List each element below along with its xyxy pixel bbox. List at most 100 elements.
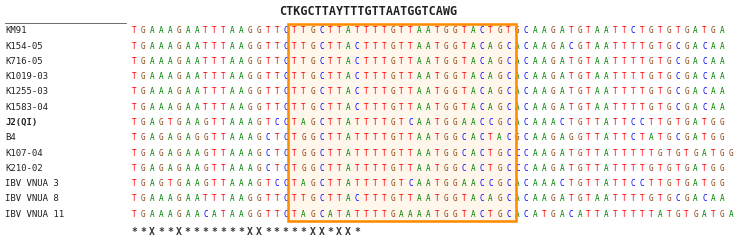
Text: A: A bbox=[239, 118, 243, 127]
Text: T: T bbox=[301, 26, 306, 35]
Text: C: C bbox=[354, 42, 360, 51]
Text: T: T bbox=[587, 133, 591, 142]
Text: T: T bbox=[328, 118, 332, 127]
Text: T: T bbox=[337, 87, 341, 97]
Text: T: T bbox=[328, 103, 332, 112]
Text: C: C bbox=[515, 164, 520, 173]
Text: A: A bbox=[186, 210, 190, 219]
Text: T: T bbox=[328, 179, 332, 188]
Text: T: T bbox=[613, 103, 618, 112]
Text: A: A bbox=[230, 164, 234, 173]
Text: T: T bbox=[649, 118, 653, 127]
Text: K210-02: K210-02 bbox=[5, 164, 43, 173]
Text: T: T bbox=[666, 149, 671, 158]
Text: A: A bbox=[230, 87, 234, 97]
Text: T: T bbox=[613, 42, 618, 51]
Text: G: G bbox=[391, 103, 395, 112]
Text: *: * bbox=[185, 227, 191, 237]
Text: C: C bbox=[319, 118, 324, 127]
Text: T: T bbox=[649, 149, 653, 158]
Text: C: C bbox=[524, 42, 528, 51]
Text: A: A bbox=[533, 179, 537, 188]
Text: A: A bbox=[195, 210, 199, 219]
Text: T: T bbox=[275, 210, 279, 219]
Text: A: A bbox=[720, 87, 724, 97]
Text: A: A bbox=[542, 149, 546, 158]
Text: A: A bbox=[720, 72, 724, 81]
Text: A: A bbox=[186, 164, 190, 173]
Text: A: A bbox=[248, 164, 253, 173]
Text: T: T bbox=[587, 57, 591, 66]
Text: G: G bbox=[195, 133, 199, 142]
Text: T: T bbox=[221, 42, 226, 51]
Text: T: T bbox=[132, 26, 136, 35]
Text: G: G bbox=[577, 57, 582, 66]
Text: C: C bbox=[675, 133, 680, 142]
Text: G: G bbox=[177, 57, 181, 66]
Text: T: T bbox=[275, 149, 279, 158]
Text: A: A bbox=[426, 118, 430, 127]
Text: C: C bbox=[480, 164, 484, 173]
Text: G: G bbox=[391, 42, 395, 51]
Text: T: T bbox=[461, 42, 467, 51]
Text: G: G bbox=[141, 26, 145, 35]
Text: T: T bbox=[265, 42, 270, 51]
Text: T: T bbox=[301, 87, 306, 97]
Text: T: T bbox=[640, 57, 644, 66]
Text: A: A bbox=[694, 118, 698, 127]
Text: A: A bbox=[604, 118, 609, 127]
Text: A: A bbox=[533, 87, 537, 97]
Text: G: G bbox=[310, 164, 315, 173]
Text: C: C bbox=[524, 149, 528, 158]
Text: T: T bbox=[461, 26, 467, 35]
Text: A: A bbox=[195, 26, 199, 35]
Text: T: T bbox=[328, 87, 332, 97]
Text: T: T bbox=[461, 57, 467, 66]
Text: T: T bbox=[631, 57, 635, 66]
Text: T: T bbox=[372, 210, 377, 219]
Text: A: A bbox=[470, 194, 475, 203]
Text: G: G bbox=[711, 118, 716, 127]
Text: G: G bbox=[391, 179, 395, 188]
Text: A: A bbox=[230, 179, 234, 188]
Text: A: A bbox=[239, 103, 243, 112]
Text: T: T bbox=[613, 72, 618, 81]
Text: G: G bbox=[453, 57, 458, 66]
Text: T: T bbox=[622, 194, 626, 203]
Text: T: T bbox=[613, 179, 618, 188]
Text: C: C bbox=[265, 133, 270, 142]
Text: G: G bbox=[203, 164, 208, 173]
Text: A: A bbox=[595, 194, 600, 203]
Text: A: A bbox=[417, 72, 422, 81]
Text: A: A bbox=[559, 42, 565, 51]
Text: C: C bbox=[489, 179, 493, 188]
Text: *: * bbox=[167, 227, 173, 237]
Text: A: A bbox=[301, 179, 306, 188]
Text: T: T bbox=[337, 72, 341, 81]
Text: G: G bbox=[248, 210, 253, 219]
Text: T: T bbox=[337, 103, 341, 112]
Text: T: T bbox=[657, 26, 663, 35]
Text: A: A bbox=[711, 72, 716, 81]
Text: C: C bbox=[284, 179, 288, 188]
Text: T: T bbox=[382, 42, 386, 51]
Text: T: T bbox=[622, 57, 626, 66]
Text: A: A bbox=[239, 194, 243, 203]
Text: G: G bbox=[391, 26, 395, 35]
Text: A: A bbox=[489, 42, 493, 51]
Text: A: A bbox=[559, 133, 565, 142]
Text: C: C bbox=[275, 179, 279, 188]
Text: T: T bbox=[435, 26, 439, 35]
Text: A: A bbox=[595, 72, 600, 81]
Text: T: T bbox=[657, 72, 663, 81]
Text: A: A bbox=[346, 26, 350, 35]
Text: T: T bbox=[372, 149, 377, 158]
Text: T: T bbox=[542, 210, 546, 219]
Text: T: T bbox=[337, 164, 341, 173]
Text: A: A bbox=[186, 26, 190, 35]
Text: T: T bbox=[293, 103, 297, 112]
Text: A: A bbox=[399, 210, 404, 219]
Text: A: A bbox=[230, 118, 234, 127]
Text: C: C bbox=[524, 87, 528, 97]
Text: A: A bbox=[186, 133, 190, 142]
